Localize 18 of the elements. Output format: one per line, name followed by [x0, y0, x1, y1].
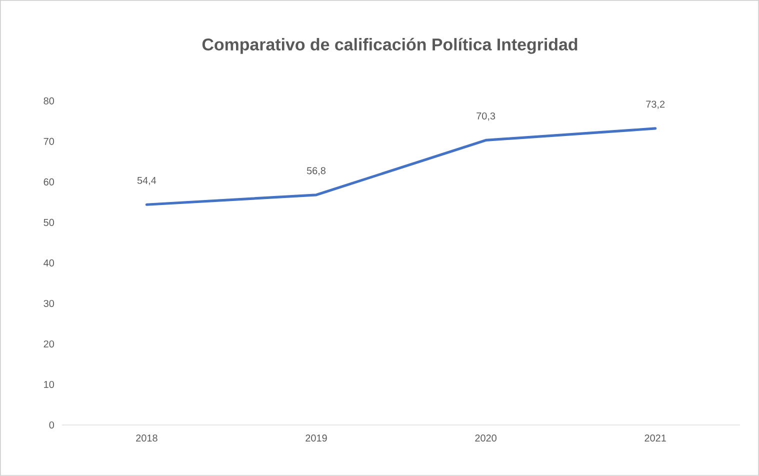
- x-tick-label: 2019: [306, 434, 327, 442]
- data-label: 56,8: [306, 167, 326, 176]
- y-tick-label: 10: [44, 381, 54, 388]
- y-tick-label: 40: [44, 259, 54, 267]
- y-tick-label: 0: [49, 422, 54, 429]
- x-tick-label: 2018: [136, 434, 158, 442]
- y-tick-label: 80: [44, 97, 54, 104]
- data-label: 73,2: [646, 100, 665, 109]
- chart-title: Comparativo de calificación Política Integridad: [202, 38, 578, 54]
- y-tick-label: 60: [44, 178, 54, 186]
- data-label: 70,3: [476, 112, 496, 121]
- data-label: 54,4: [137, 177, 156, 186]
- y-tick-label: 70: [44, 138, 54, 145]
- y-tick-label: 20: [44, 340, 54, 348]
- x-tick-label: 2021: [644, 434, 666, 442]
- x-tick-label: 2020: [475, 434, 496, 442]
- y-tick-label: 30: [44, 300, 54, 308]
- y-tick-label: 50: [44, 218, 54, 226]
